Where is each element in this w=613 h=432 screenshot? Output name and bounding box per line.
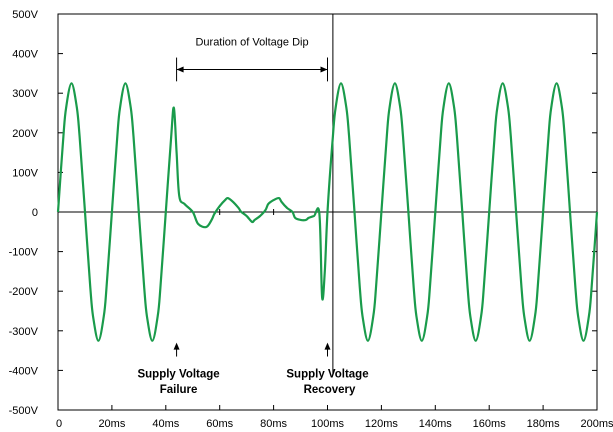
x-tick-label: 200ms xyxy=(580,418,613,430)
y-tick-label: 400V xyxy=(12,49,38,61)
y-tick-label: -200V xyxy=(9,286,39,298)
y-tick-label: -500V xyxy=(9,405,39,417)
y-tick-label: 200V xyxy=(12,128,38,140)
recovery-arrowhead xyxy=(324,342,331,350)
y-tick-label: -300V xyxy=(9,326,39,338)
dip-right-arrowhead xyxy=(320,66,328,73)
voltage-waveform-line xyxy=(56,82,599,342)
x-tick-label: 100ms xyxy=(311,418,345,430)
dip-left-arrowhead xyxy=(176,66,184,73)
failure-label-line1: Supply Voltage xyxy=(137,369,219,381)
series xyxy=(56,82,599,342)
y-tick-label: 300V xyxy=(12,88,38,100)
dip-duration-label: Duration of Voltage Dip xyxy=(195,37,308,49)
x-tick-label: 0 xyxy=(56,418,62,430)
recovery-label-line1: Supply Voltage xyxy=(286,369,368,381)
y-tick-label: 100V xyxy=(12,167,38,179)
axes: 500V 400V 300V 200V 100V 0 -100V -200V -300V -400… xyxy=(9,9,613,430)
x-tick-label: 80ms xyxy=(260,418,287,430)
y-tick-label: -400V xyxy=(9,365,39,377)
x-tick-label: 120ms xyxy=(365,418,399,430)
y-tick-label: 500V xyxy=(12,9,38,21)
failure-label-line2: Failure xyxy=(160,384,198,396)
x-tick-label: 20ms xyxy=(98,418,125,430)
y-tick-label: 0 xyxy=(32,207,38,219)
recovery-label-line2: Recovery xyxy=(304,384,356,396)
x-tick-label: 60ms xyxy=(206,418,233,430)
y-tick-label: -100V xyxy=(9,247,39,259)
failure-arrowhead xyxy=(173,342,180,350)
x-tick-label: 160ms xyxy=(473,418,507,430)
x-tick-label: 180ms xyxy=(527,418,561,430)
x-tick-label: 140ms xyxy=(419,418,453,430)
annotations: Duration of Voltage Dip Supply Voltage F… xyxy=(137,14,369,396)
x-tick-label: 40ms xyxy=(152,418,179,430)
